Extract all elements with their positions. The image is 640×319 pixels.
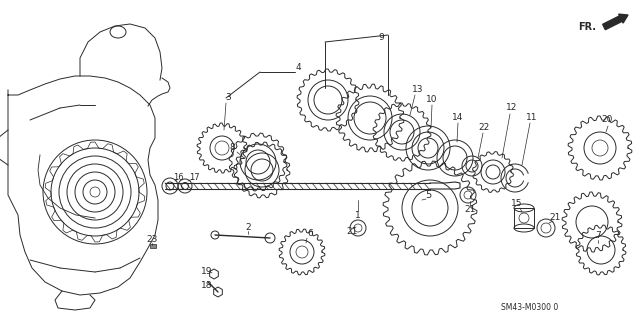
Text: 6: 6 bbox=[307, 229, 313, 239]
FancyArrow shape bbox=[603, 14, 628, 30]
Text: 12: 12 bbox=[506, 103, 518, 113]
Text: 16: 16 bbox=[173, 174, 183, 182]
Text: 4: 4 bbox=[295, 63, 301, 72]
Text: 23: 23 bbox=[147, 235, 157, 244]
Text: 9: 9 bbox=[378, 33, 384, 42]
Text: 3: 3 bbox=[225, 93, 231, 102]
Text: 8: 8 bbox=[229, 144, 235, 152]
Text: 21: 21 bbox=[346, 227, 358, 236]
Text: 17: 17 bbox=[189, 174, 199, 182]
Text: 22: 22 bbox=[478, 123, 490, 132]
Text: 21: 21 bbox=[464, 205, 476, 214]
Text: 15: 15 bbox=[511, 199, 523, 209]
Text: 21: 21 bbox=[549, 213, 561, 222]
Text: 18: 18 bbox=[201, 281, 212, 291]
Bar bbox=[150, 244, 156, 248]
Text: 13: 13 bbox=[412, 85, 424, 94]
Text: 10: 10 bbox=[426, 95, 438, 105]
Text: FR.: FR. bbox=[578, 22, 596, 32]
Text: 20: 20 bbox=[602, 115, 612, 124]
Text: 19: 19 bbox=[201, 268, 212, 277]
Text: 1: 1 bbox=[355, 211, 361, 219]
Text: 5: 5 bbox=[425, 190, 431, 200]
Text: SM43-M0300 0: SM43-M0300 0 bbox=[501, 303, 559, 313]
Text: 2: 2 bbox=[245, 224, 251, 233]
Bar bbox=[514, 208, 534, 228]
Text: 7: 7 bbox=[595, 232, 601, 241]
Text: 11: 11 bbox=[526, 114, 538, 122]
Text: 14: 14 bbox=[452, 114, 464, 122]
